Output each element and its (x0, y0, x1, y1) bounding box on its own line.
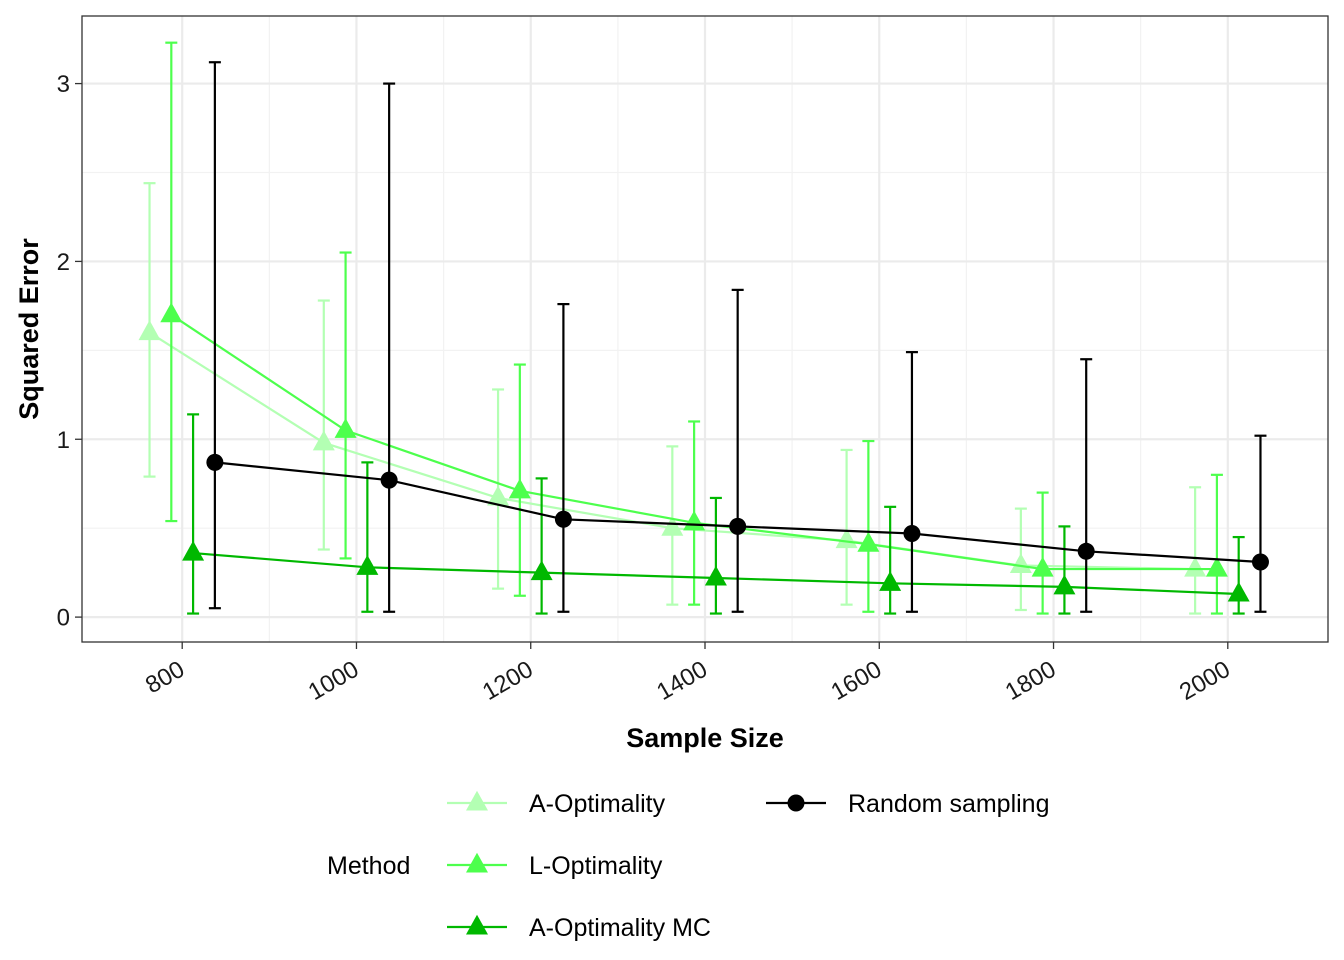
data-point (857, 531, 880, 552)
data-point (334, 418, 357, 438)
legend-label: Random sampling (848, 790, 1050, 818)
data-point (160, 302, 183, 323)
data-point (487, 485, 510, 506)
x-tick-label: 2000 (1175, 656, 1235, 706)
data-point (182, 540, 205, 561)
series-random-sampling (206, 61, 1269, 613)
x-tick-label: 800 (141, 656, 189, 699)
legend-title: Method (327, 852, 410, 880)
data-point (1184, 556, 1207, 577)
data-point (1077, 542, 1095, 560)
data-point (1251, 553, 1269, 571)
x-axis-title: Sample Size (626, 723, 784, 753)
data-point (1227, 581, 1250, 602)
legend-key-marker (787, 794, 805, 812)
legend-item: A-Optimality MC (447, 914, 711, 942)
legend-key-marker (466, 790, 488, 811)
legend: Method A-Optimality L-Optimality A-Optimal… (327, 790, 1050, 942)
data-point (530, 560, 553, 581)
data-point (704, 565, 727, 586)
x-tick-label: 1000 (304, 656, 364, 706)
data-point (1031, 556, 1054, 577)
data-point (138, 320, 161, 341)
legend-key-marker (466, 852, 488, 873)
x-tick-label: 1800 (1001, 656, 1061, 706)
data-point (903, 525, 921, 543)
legend-item: L-Optimality (447, 852, 663, 880)
axes: 800 1000 1200 1400 1600 1800 2000 0 1 2 3 (57, 71, 1235, 706)
legend-label: L-Optimality (529, 852, 663, 880)
plot-area (138, 41, 1269, 615)
y-axis-title: Squared Error (14, 238, 44, 420)
data-point (661, 515, 684, 536)
data-point (380, 471, 398, 489)
data-point (206, 453, 224, 471)
x-tick-label: 1200 (478, 656, 538, 706)
legend-item: A-Optimality (447, 790, 666, 818)
x-tick-label: 1400 (652, 656, 712, 706)
y-tick-label: 2 (57, 249, 70, 276)
data-point (508, 478, 531, 499)
data-point (729, 517, 747, 535)
y-tick-label: 3 (57, 71, 70, 98)
data-point (1009, 553, 1032, 574)
data-point (1053, 574, 1076, 595)
x-tick-label: 1600 (827, 656, 887, 706)
data-point (879, 571, 902, 591)
y-tick-label: 0 (57, 605, 70, 632)
legend-label: A-Optimality MC (529, 914, 711, 942)
data-point (554, 510, 572, 528)
series-a-optimality-mc (182, 413, 1250, 615)
legend-label: A-Optimality (529, 790, 666, 818)
grid (82, 16, 1328, 642)
data-point (1205, 556, 1228, 577)
y-tick-label: 1 (57, 427, 70, 454)
data-point (312, 430, 335, 451)
legend-key-marker (466, 914, 488, 935)
data-point (356, 555, 379, 575)
legend-item: Random sampling (766, 790, 1050, 818)
